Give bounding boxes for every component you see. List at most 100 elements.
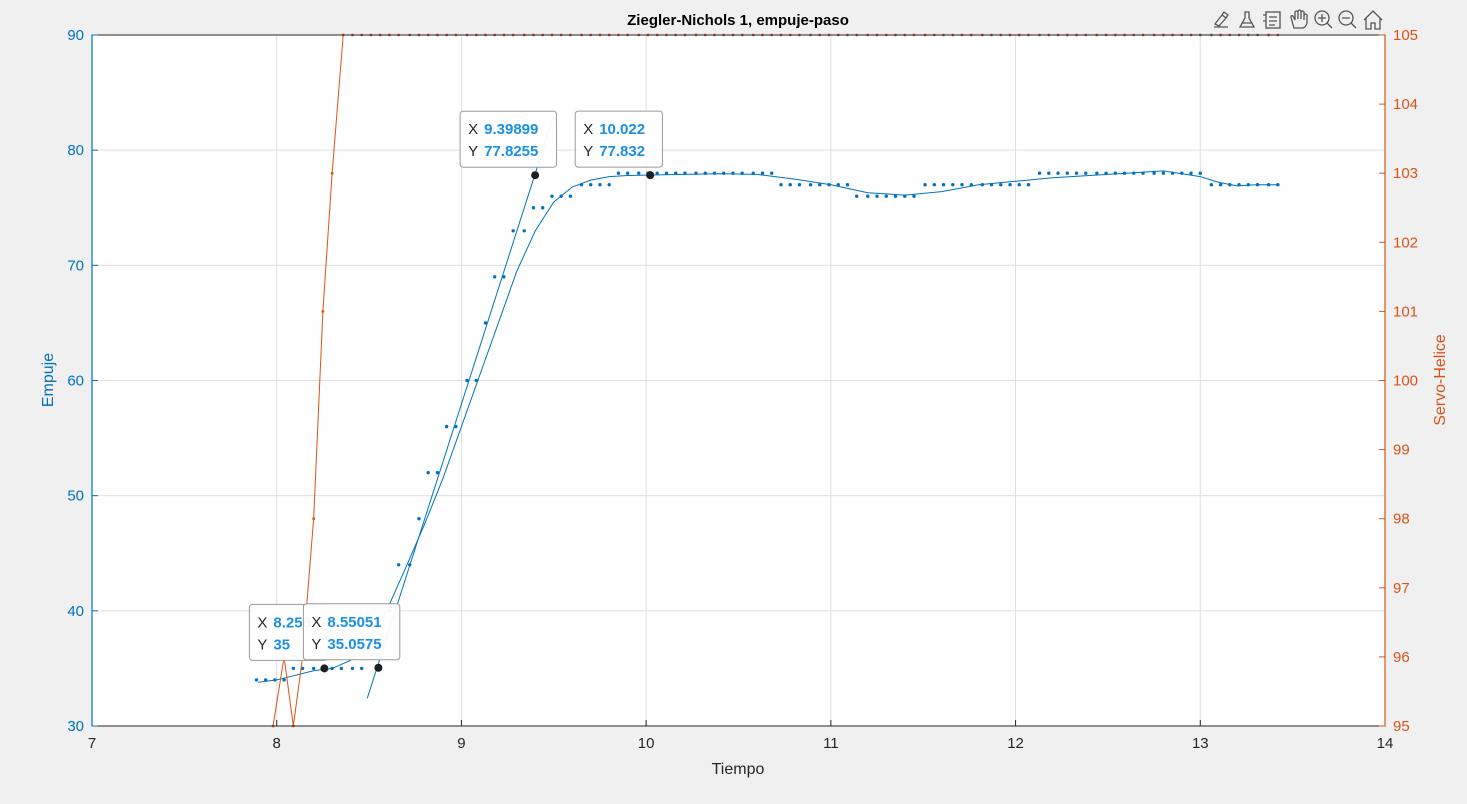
datatip-box [574,110,663,168]
empuje-data-point [568,194,573,198]
datatip-x-value: 8.55051 [327,614,381,631]
empuje-data-point [616,171,621,175]
datatip-marker[interactable] [320,664,329,673]
empuje-data-point [1209,183,1214,187]
y-left-tick-label: 70 [67,257,84,274]
empuje-data-point [522,229,526,233]
datatip[interactable]: X 8.55051 Y 35.0575 [302,603,401,672]
empuje-data-point [589,183,593,187]
datatip-icon[interactable] [1236,9,1258,31]
empuje-data-point [1218,183,1223,187]
empuje-data-point [1037,171,1042,175]
empuje-data-point [531,206,536,210]
empuje-data-point [607,183,611,187]
empuje-data-point [664,171,669,175]
datatip-y-label: Y [468,143,478,160]
datatip-y-label: Y [583,143,593,160]
y-right-tick-label: 95 [1393,718,1410,735]
empuje-data-point [912,194,916,198]
empuje-data-point [1095,171,1099,175]
empuje-data-point [1198,171,1202,175]
y-left-tick-label: 50 [67,488,84,505]
datatip[interactable]: X 10.022 Y 77.832 [574,110,663,180]
empuje-data-point [625,171,630,175]
empuje-data-point [760,171,765,175]
empuje-data-point [923,183,927,187]
empuje-data-point [339,666,344,671]
zoom-in-icon[interactable] [1313,9,1335,31]
x-axis-label: Tiempo [712,761,765,778]
empuje-data-point [855,194,859,198]
empuje-data-point [311,666,316,671]
zoom-out-icon[interactable] [1337,9,1359,31]
empuje-data-point [550,194,554,198]
empuje-data-point [511,229,515,233]
empuje-data-point [941,183,946,187]
empuje-data-point [788,183,792,187]
empuje-data-point [291,666,296,671]
empuje-data-point [893,194,898,198]
empuje-data-point [866,194,870,198]
datatip-x-value: 10.022 [599,121,645,138]
servo-data-point [330,171,334,175]
empuje-data-point [598,183,602,187]
empuje-data-point [396,563,401,567]
empuje-data-point [350,666,355,671]
empuje-data-point [454,424,458,429]
y-right-tick-label: 96 [1393,649,1410,666]
empuje-data-point [502,275,506,279]
empuje-data-point [875,194,879,198]
datatip-y-label: Y [311,636,321,653]
y-left-tick-label: 30 [67,718,84,735]
y-right-axis-label: Servo-Helice [1432,334,1449,426]
datatip-x-label: X [583,121,593,138]
empuje-data-point [637,171,641,175]
datatip-box [459,110,558,168]
pan-icon[interactable] [1288,9,1310,31]
home-icon[interactable] [1361,9,1383,31]
axes: 7 8 9 10 11 12 13 14 30 40 50 60 70 80 90 95 96 97 98 99 100… [67,27,1418,752]
datatip-marker[interactable] [531,171,540,180]
empuje-data-point [300,666,305,671]
empuje-data-point [884,194,888,198]
datatip-x-value: 9.39899 [484,121,538,138]
datatip-y-value: 77.8255 [484,143,538,160]
servo-data-point [312,517,316,521]
empuje-data-point [1026,183,1031,187]
y-left-tick-label: 80 [67,142,84,159]
empuje-data-point [1074,171,1079,175]
empuje-data-point [426,470,430,475]
datatip-x-label: X [468,121,478,138]
datatip-marker[interactable] [374,663,383,672]
empuje-data-point [492,275,497,279]
datatip-y-value: 35 [273,636,290,653]
x-tick-label: 10 [638,735,655,752]
x-tick-label: 14 [1377,735,1394,752]
y-right-tick-label: 103 [1393,165,1418,182]
y-left-tick-label: 60 [67,373,84,390]
empuje-data-point [1084,171,1088,175]
y-right-tick-label: 105 [1393,27,1418,44]
empuje-data-point [1152,171,1156,175]
y-right-tick-label: 100 [1393,373,1418,390]
empuje-data-point [818,183,822,187]
empuje-data-point [435,470,440,475]
y-right-tick-label: 98 [1393,511,1410,528]
x-tick-label: 11 [823,735,839,752]
brush-icon[interactable] [1210,9,1232,31]
chart-title: Ziegler-Nichols 1, empuje-paso [627,12,849,29]
empuje-data-point [254,678,259,682]
empuje-data-point [999,183,1003,187]
empuje-data-point [444,424,449,429]
empuje-data-point [359,666,364,671]
empuje-data-point [951,183,955,187]
legend-icon[interactable] [1262,9,1284,31]
empuje-data-point [655,171,659,175]
datatip[interactable]: X 9.39899 Y 77.8255 [459,110,558,180]
axes-toolbar [1210,9,1383,31]
datatip-marker[interactable] [646,171,655,180]
empuje-data-point [1056,171,1060,175]
empuje-data-point [797,183,802,187]
empuje-data-point [417,517,421,521]
